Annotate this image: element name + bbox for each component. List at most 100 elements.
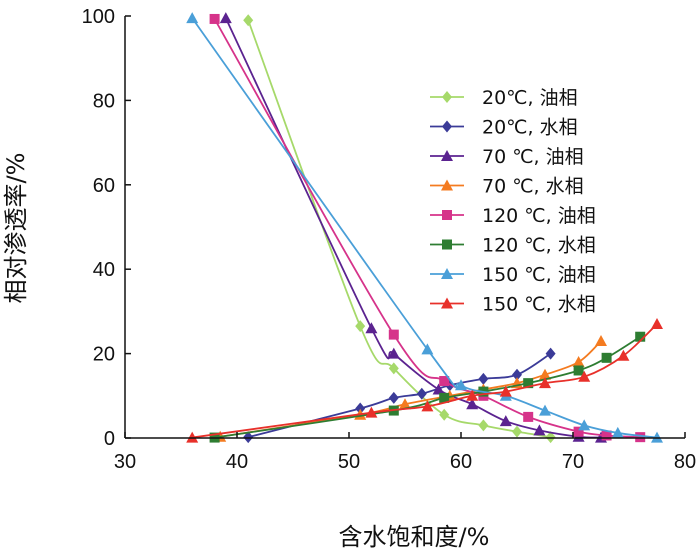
data-point [512, 368, 522, 381]
data-point [466, 398, 479, 410]
data-point [635, 331, 646, 342]
legend-marker [442, 210, 452, 220]
data-point [539, 377, 551, 389]
series-7 [186, 12, 663, 443]
data-point [209, 13, 220, 24]
data-point [573, 426, 584, 437]
legend: 20℃, 油相 20℃, 水相 70 ℃, 油相 70 ℃, 水相 120 ℃, 油相 1… [430, 87, 596, 316]
y-tick-label: 60 [93, 175, 115, 197]
data-point [523, 411, 534, 422]
series-layer [186, 12, 663, 444]
data-point [545, 347, 556, 360]
x-tick-label: 70 [562, 451, 584, 473]
legend-entry: 20℃, 油相 [430, 87, 578, 109]
x-tick-label: 60 [450, 451, 472, 473]
legend-entry: 120 ℃, 水相 [430, 235, 596, 257]
legend-label: 20℃, 水相 [482, 117, 578, 139]
data-point [432, 383, 445, 395]
series-1 [243, 14, 556, 444]
data-point [611, 426, 624, 438]
data-point [388, 391, 399, 404]
legend-entry: 120 ℃, 油相 [430, 205, 596, 227]
data-point [355, 402, 366, 415]
data-point [601, 352, 612, 363]
y-tick-label: 80 [93, 90, 115, 112]
legend-entry: 20℃, 水相 [430, 117, 578, 139]
data-point [595, 334, 607, 346]
legend-entry: 150 ℃, 水相 [430, 294, 596, 316]
legend-entry: 70 ℃, 水相 [430, 176, 584, 198]
data-point [365, 406, 378, 418]
legend-label: 70 ℃, 油相 [482, 146, 584, 168]
data-point [478, 372, 489, 385]
data-point [545, 431, 556, 444]
y-tick-label: 40 [93, 259, 115, 281]
data-point [355, 320, 366, 333]
data-point [651, 431, 663, 443]
legend-marker [441, 297, 453, 309]
data-point [388, 329, 399, 340]
data-point [399, 398, 411, 410]
y-axis-title: 相对渗透率/% [2, 153, 30, 304]
data-point [617, 349, 630, 361]
data-point [439, 376, 450, 387]
data-point [243, 431, 254, 444]
legend-marker [442, 239, 452, 250]
data-point [421, 400, 434, 412]
x-tick-label: 50 [338, 451, 360, 473]
data-point [365, 322, 378, 334]
legend-marker [442, 91, 452, 103]
data-point [539, 404, 551, 416]
legend-entry: 70 ℃, 油相 [430, 146, 584, 168]
axes: 0 20 40 60 80 100 30 40 50 60 70 80 [82, 6, 697, 473]
x-tick-label: 80 [674, 451, 696, 473]
y-tick-label: 0 [104, 428, 115, 450]
legend-marker [441, 150, 453, 161]
data-point [651, 318, 663, 330]
data-point [499, 415, 512, 427]
series-line [247, 19, 551, 439]
data-point [186, 12, 199, 24]
series-8 [186, 318, 663, 443]
x-axis-title: 含水饱和度/% [339, 523, 490, 551]
x-tick-label: 30 [114, 451, 136, 473]
data-point [539, 368, 551, 380]
legend-label: 150 ℃, 水相 [482, 294, 596, 316]
data-point [439, 392, 450, 403]
legend-label: 120 ℃, 油相 [482, 205, 596, 227]
x-tick-label: 40 [226, 451, 248, 473]
data-point [578, 419, 591, 431]
y-tick-label: 100 [82, 6, 115, 28]
data-point [186, 431, 199, 443]
data-point [421, 343, 434, 355]
data-point [573, 365, 584, 376]
data-point [455, 379, 467, 391]
legend-marker [441, 179, 453, 191]
legend-label: 20℃, 油相 [482, 87, 578, 109]
legend-label: 150 ℃, 油相 [482, 264, 596, 286]
data-point [387, 347, 400, 359]
data-point [572, 356, 585, 368]
legend-marker [442, 120, 452, 133]
series-line [192, 323, 658, 439]
y-tick-label: 20 [93, 344, 115, 366]
data-point [578, 370, 591, 382]
data-point [388, 362, 399, 375]
data-point [478, 419, 489, 432]
data-point [439, 408, 450, 421]
data-point [466, 389, 479, 401]
data-point [601, 430, 612, 441]
data-point [523, 378, 534, 389]
legend-marker [441, 268, 453, 279]
data-point [533, 424, 546, 436]
legend-label: 120 ℃, 水相 [482, 235, 596, 257]
legend-entry: 150 ℃, 油相 [430, 264, 596, 286]
data-point [416, 387, 427, 400]
data-point [635, 432, 646, 443]
data-point [219, 12, 232, 24]
data-point [512, 425, 522, 438]
legend-label: 70 ℃, 水相 [482, 176, 584, 198]
data-point [243, 14, 254, 27]
data-point [499, 385, 512, 397]
